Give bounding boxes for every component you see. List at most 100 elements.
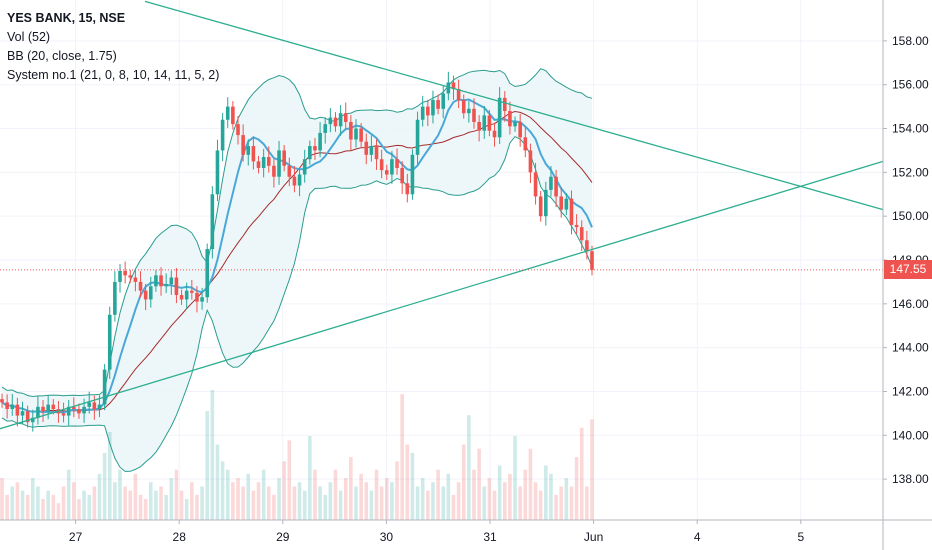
candle[interactable] <box>107 306 112 379</box>
candle[interactable] <box>590 245 594 276</box>
candle[interactable] <box>390 151 394 184</box>
candle[interactable] <box>266 146 271 173</box>
candle[interactable] <box>205 243 210 303</box>
candle[interactable] <box>492 122 497 147</box>
candle[interactable] <box>292 165 297 193</box>
candle[interactable] <box>410 149 415 200</box>
candle[interactable] <box>256 155 261 174</box>
candle[interactable] <box>364 133 369 165</box>
candle[interactable] <box>359 123 363 148</box>
candle[interactable] <box>272 158 276 188</box>
candle[interactable] <box>513 116 517 132</box>
candle[interactable] <box>569 190 574 235</box>
candle[interactable] <box>384 164 389 181</box>
candle[interactable] <box>148 276 153 308</box>
candle[interactable] <box>77 403 81 419</box>
candle[interactable] <box>46 395 50 420</box>
candle[interactable] <box>174 268 179 304</box>
candle[interactable] <box>113 271 117 322</box>
candle[interactable] <box>564 193 569 216</box>
candle[interactable] <box>538 190 543 222</box>
candle[interactable] <box>231 101 235 130</box>
candlesticks[interactable] <box>0 71 594 432</box>
candle[interactable] <box>441 85 446 119</box>
candle[interactable] <box>313 137 317 160</box>
candle[interactable] <box>420 95 425 127</box>
candle[interactable] <box>36 396 40 425</box>
candle[interactable] <box>318 122 322 158</box>
candle[interactable] <box>10 393 15 416</box>
candle[interactable] <box>190 279 194 300</box>
candle[interactable] <box>251 136 256 170</box>
candle[interactable] <box>169 270 174 295</box>
candle[interactable] <box>15 397 20 427</box>
candle[interactable] <box>210 186 215 259</box>
candle[interactable] <box>215 139 220 202</box>
legend-volume[interactable]: Vol (52) <box>7 30 51 44</box>
candle[interactable] <box>138 271 143 298</box>
candle[interactable] <box>451 75 456 100</box>
candle[interactable] <box>426 99 430 127</box>
candle[interactable] <box>102 364 107 411</box>
candle[interactable] <box>225 97 230 128</box>
candle[interactable] <box>354 119 358 148</box>
candle[interactable] <box>143 283 148 311</box>
candle[interactable] <box>333 112 338 132</box>
candle[interactable] <box>528 143 533 184</box>
candle[interactable] <box>338 105 343 136</box>
candle[interactable] <box>487 109 492 137</box>
candle[interactable] <box>261 148 266 178</box>
candle[interactable] <box>20 401 25 424</box>
candle[interactable] <box>405 173 410 203</box>
candle[interactable] <box>282 144 286 172</box>
candle[interactable] <box>559 187 564 218</box>
candle[interactable] <box>236 116 240 145</box>
candle[interactable] <box>200 287 204 310</box>
candle[interactable] <box>574 214 579 234</box>
candle[interactable] <box>277 141 281 185</box>
candle[interactable] <box>400 161 404 195</box>
candle[interactable] <box>395 148 399 175</box>
candle[interactable] <box>467 100 471 123</box>
candle[interactable] <box>179 289 184 305</box>
candle[interactable] <box>25 405 30 428</box>
candle[interactable] <box>379 149 384 179</box>
candle[interactable] <box>128 269 133 284</box>
candle[interactable] <box>41 400 45 422</box>
candle[interactable] <box>579 220 584 252</box>
candle[interactable] <box>220 112 225 162</box>
ascending-trendline[interactable] <box>0 160 884 430</box>
trendlines[interactable] <box>0 0 884 430</box>
candle[interactable] <box>308 140 312 165</box>
candle[interactable] <box>477 115 481 142</box>
candle[interactable] <box>523 126 528 158</box>
candle[interactable] <box>154 269 158 292</box>
candle[interactable] <box>133 269 138 292</box>
candle[interactable] <box>5 394 9 419</box>
candle[interactable] <box>374 139 379 170</box>
candle[interactable] <box>544 181 548 226</box>
candle[interactable] <box>87 391 92 414</box>
candle[interactable] <box>446 71 451 101</box>
candle[interactable] <box>164 273 168 294</box>
candle[interactable] <box>159 267 163 296</box>
candle[interactable] <box>585 230 589 260</box>
candle[interactable] <box>369 135 374 162</box>
candle[interactable] <box>549 165 553 197</box>
candle[interactable] <box>502 91 507 122</box>
descending-trendline[interactable] <box>144 0 884 211</box>
candle[interactable] <box>349 115 353 151</box>
candle[interactable] <box>431 90 435 124</box>
candle[interactable] <box>72 397 76 418</box>
candle[interactable] <box>518 113 522 147</box>
candle[interactable] <box>30 409 35 432</box>
candle[interactable] <box>482 105 487 139</box>
legend-bollinger[interactable]: BB (20, close, 1.75) <box>7 49 117 63</box>
candle[interactable] <box>343 102 348 129</box>
candle[interactable] <box>287 157 292 187</box>
legend-symbol[interactable]: YES BANK, 15, NSE <box>7 11 126 25</box>
candle[interactable] <box>508 101 512 135</box>
candle[interactable] <box>246 139 251 166</box>
candle[interactable] <box>184 282 189 309</box>
